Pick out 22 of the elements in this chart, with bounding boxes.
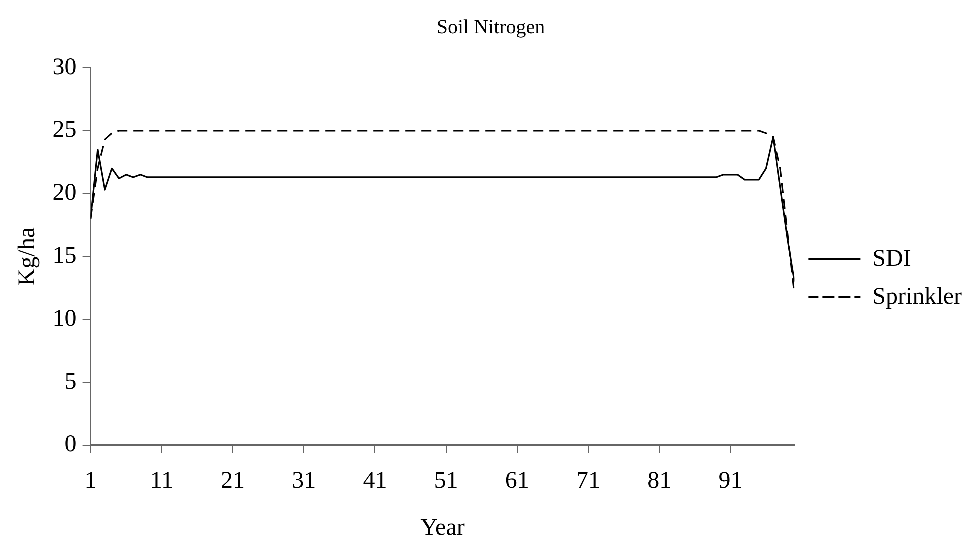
y-tick-label: 0 <box>64 432 77 458</box>
y-axis-title: Kg/ha <box>14 227 41 286</box>
x-tick-label: 71 <box>576 468 600 494</box>
legend-label: SDI <box>872 246 912 272</box>
x-tick-label: 1 <box>84 468 97 494</box>
chart-title: Soil Nitrogen <box>436 16 546 38</box>
x-tick-label: 61 <box>505 468 530 494</box>
x-axis-title: Year <box>420 514 465 541</box>
y-tick-label: 10 <box>52 306 77 332</box>
x-tick-label: 91 <box>718 468 743 494</box>
legend-label: Sprinkler <box>872 284 962 310</box>
x-tick-label: 31 <box>292 468 316 494</box>
x-tick-label: 21 <box>221 468 245 494</box>
y-tick-label: 25 <box>52 117 77 144</box>
y-tick-label: 5 <box>64 368 77 395</box>
y-tick-label: 20 <box>52 180 77 206</box>
x-tick-label: 51 <box>434 468 458 494</box>
x-tick-label: 81 <box>648 468 672 494</box>
y-tick-label: 30 <box>52 54 77 80</box>
x-tick-label: 11 <box>150 468 174 494</box>
y-tick-label: 15 <box>52 242 77 269</box>
x-tick-label: 41 <box>363 468 388 494</box>
